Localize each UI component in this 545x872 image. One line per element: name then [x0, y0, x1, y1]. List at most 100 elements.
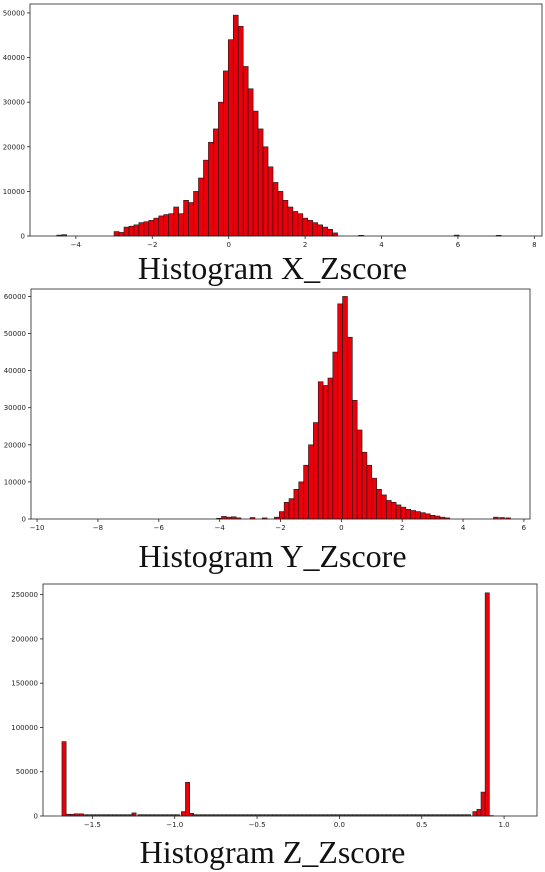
histogram-x-bar	[173, 206, 179, 237]
histogram-x-bar	[232, 14, 239, 237]
histogram-y-bar	[425, 513, 431, 520]
histogram-y-bar	[415, 511, 421, 520]
histogram-y-bar	[322, 385, 329, 520]
histogram-y-bar	[313, 422, 319, 520]
histogram-x-bar	[133, 224, 140, 237]
histogram-y-bar	[342, 296, 348, 520]
histogram-x-bar	[237, 26, 244, 237]
histogram-y-title: Histogram Y_Zscore	[138, 538, 407, 574]
histogram-y-bar	[400, 506, 407, 520]
histogram-z-bar	[61, 741, 67, 817]
histogram-y-bar	[429, 514, 436, 520]
histogram-x-bar	[178, 213, 184, 237]
histogram-x-bar	[123, 226, 130, 237]
histogram-x-bar	[287, 206, 294, 237]
histogram-y-ytick-label: 50000	[4, 330, 26, 338]
histogram-x-bar	[168, 213, 174, 237]
histogram-y-bar	[347, 336, 353, 520]
histogram-y-bar	[298, 481, 304, 520]
histogram-x-panel: 0 10000 20000 30000 40000 50000 −4 −2 0 2 4 6 8 Hist…	[0, 0, 545, 286]
histogram-z-xtick-label: 0.5	[416, 821, 427, 829]
histogram-z-ytick-label: 50000	[16, 768, 38, 776]
histogram-x-xtick-label: 2	[303, 241, 307, 249]
histogram-x-bar	[113, 231, 120, 237]
histogram-x-bar	[332, 232, 338, 237]
histogram-x-xtick-label: 6	[456, 241, 461, 249]
histogram-x-bar	[118, 232, 125, 237]
histogram-x-ytick-label: 50000	[3, 9, 25, 17]
histogram-x-bar	[223, 70, 229, 237]
histogram-x-bar	[252, 110, 259, 237]
histogram-y-bar	[303, 464, 309, 520]
histogram-z-bar	[472, 811, 478, 817]
histogram-y-bar	[405, 509, 412, 520]
histogram-y-xtick-label: −2	[275, 524, 285, 532]
histogram-y-bar	[366, 464, 373, 520]
histogram-z-ytick-label: 100000	[11, 724, 38, 732]
histogram-y-bar	[434, 515, 441, 520]
histogram-y-xtick-label: −4	[214, 524, 225, 532]
histogram-x-xtick-label: −2	[147, 241, 157, 249]
histogram-x-bar	[292, 211, 299, 237]
histogram-z-xtick-label: 1.0	[498, 821, 509, 829]
histogram-y-chart: 0 10000 20000 30000 40000 50000 60000 −10 −8 −6 −4…	[4, 288, 531, 532]
histogram-y-bar	[308, 444, 314, 520]
histogram-y-bar	[381, 494, 387, 520]
histogram-y-ytick-label: 40000	[4, 367, 26, 375]
histogram-y-ytick-label: 30000	[4, 404, 26, 412]
histogram-x-bar	[208, 142, 214, 237]
histogram-x-bar	[302, 217, 309, 237]
histogram-y-bar	[356, 429, 363, 520]
histogram-x-ytick-label: 0	[21, 233, 25, 241]
histogram-y-bar	[337, 303, 343, 520]
histogram-x-bar	[153, 217, 160, 237]
histogram-y-bar	[361, 451, 368, 520]
histogram-y-bar	[410, 510, 416, 520]
histogram-y-bar	[332, 351, 338, 520]
histogram-y-bar	[390, 502, 397, 520]
histogram-y-bar	[386, 500, 392, 520]
histogram-x-bar	[317, 224, 323, 237]
histogram-x-bar	[188, 202, 194, 237]
histogram-z-ytick-label: 250000	[11, 591, 38, 599]
histogram-y-ytick-label: 60000	[4, 293, 26, 301]
histogram-y-xtick-label: −6	[154, 524, 165, 532]
histogram-x-bar	[247, 88, 254, 237]
histogram-y-xtick-label: 0	[339, 524, 343, 532]
histogram-y-ytick-label: 10000	[4, 478, 26, 486]
histogram-y-ytick-label: 0	[22, 516, 26, 524]
histogram-y-bar	[395, 504, 402, 520]
histogram-z-bar	[484, 592, 490, 817]
histogram-x-bar	[267, 166, 274, 237]
histogram-y-bar	[376, 489, 382, 520]
histogram-y-ytick-label: 20000	[4, 441, 26, 449]
histogram-x-bar	[193, 191, 199, 237]
histogram-z-title: Histogram Z_Zscore	[139, 834, 406, 870]
histogram-z-ytick-label: 200000	[11, 635, 38, 643]
histogram-y-xtick-label: 2	[400, 524, 404, 532]
histogram-y-bar	[288, 498, 295, 520]
histogram-z-panel: 0 50000 100000 150000 200000 250000 −1.5 −1.0 −0…	[0, 580, 545, 872]
histogram-x-xtick-label: 4	[379, 241, 384, 249]
histogram-x-bar	[128, 225, 135, 237]
histogram-x-bar	[228, 39, 234, 237]
histogram-x-frame	[29, 3, 543, 237]
histogram-x-bar	[138, 222, 145, 237]
histogram-z-xtick-label: −1.5	[84, 821, 101, 829]
histogram-x-xtick-label: 8	[532, 241, 536, 249]
histogram-x-bar	[327, 229, 333, 237]
histogram-z-xtick-label: −1.0	[166, 821, 183, 829]
histogram-x-ytick-label: 30000	[3, 99, 25, 107]
histogram-y-bar	[371, 477, 377, 520]
histogram-y-xtick-label: 4	[461, 524, 466, 532]
histogram-x-bar	[297, 213, 304, 237]
histogram-x-bar	[282, 200, 289, 237]
histogram-z-ytick-label: 150000	[11, 680, 38, 688]
histogram-x-bar	[163, 214, 169, 237]
histogram-x-bar	[312, 222, 319, 237]
histogram-x-bar	[148, 220, 155, 237]
histogram-z-ytick-label: 0	[34, 813, 38, 821]
histogram-x-bar	[322, 226, 328, 237]
histogram-y-bar	[278, 511, 285, 520]
histogram-y-panel: 0 10000 20000 30000 40000 50000 60000 −10 −8 −6 −4…	[0, 285, 545, 575]
